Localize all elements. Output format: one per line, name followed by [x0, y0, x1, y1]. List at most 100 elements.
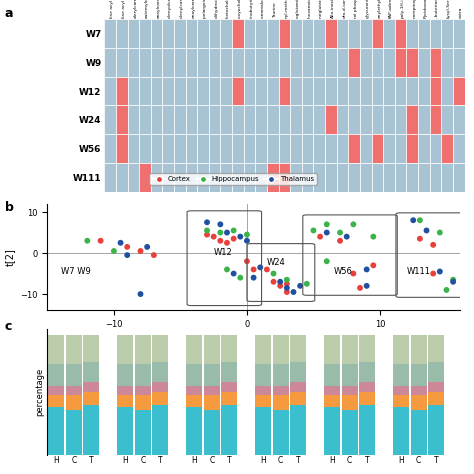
Point	[223, 265, 231, 273]
Bar	[244, 19, 255, 48]
Bar	[66, 364, 82, 386]
Bar	[139, 106, 151, 134]
Bar	[279, 48, 290, 77]
Bar	[267, 77, 279, 106]
Point	[243, 257, 251, 265]
Bar	[324, 386, 340, 395]
Bar	[117, 364, 133, 386]
Bar	[406, 106, 418, 134]
Text: anoylcarnitine: anoylcarnitine	[156, 0, 161, 18]
Bar	[209, 48, 220, 77]
Point	[283, 276, 291, 283]
Bar	[441, 134, 453, 163]
Point	[223, 239, 231, 246]
Bar	[342, 386, 358, 395]
Bar	[418, 48, 429, 77]
Bar	[453, 19, 465, 48]
Bar	[324, 395, 340, 407]
Bar	[337, 48, 348, 77]
Bar	[48, 386, 64, 395]
Point	[250, 265, 257, 273]
Bar	[186, 19, 197, 48]
Text: dro-d-sorbitol: dro-d-sorbitol	[343, 0, 346, 18]
Bar	[441, 77, 453, 106]
Bar	[383, 134, 395, 163]
Point	[217, 237, 224, 245]
Bar	[325, 163, 337, 192]
Point	[349, 220, 357, 228]
Bar	[290, 106, 302, 134]
Bar	[348, 48, 360, 77]
Point	[429, 270, 437, 277]
Text: glycuronide: glycuronide	[366, 0, 370, 18]
Point	[256, 264, 264, 271]
Bar	[255, 407, 271, 455]
Bar	[290, 382, 306, 392]
Bar	[152, 336, 168, 362]
Bar	[232, 48, 244, 77]
Bar	[232, 134, 244, 163]
Bar	[383, 77, 395, 106]
Text: dienylcarnitine: dienylcarnitine	[180, 0, 184, 18]
Bar	[393, 386, 409, 395]
Bar	[255, 106, 267, 134]
Bar	[174, 163, 186, 192]
Bar	[372, 134, 383, 163]
Bar	[220, 163, 232, 192]
Bar	[337, 163, 348, 192]
Bar	[197, 163, 209, 192]
Bar	[83, 362, 100, 382]
Bar	[360, 134, 372, 163]
Point	[243, 231, 251, 238]
Bar	[174, 77, 186, 106]
Text: rol phosphate: rol phosphate	[354, 0, 358, 18]
Point	[270, 270, 277, 277]
Bar	[342, 395, 358, 410]
Bar	[383, 106, 395, 134]
Bar	[410, 364, 427, 386]
Text: oxyocholic acid: oxyocholic acid	[238, 0, 242, 18]
Bar	[48, 395, 64, 407]
Bar	[116, 134, 128, 163]
Bar	[429, 48, 441, 77]
Bar	[139, 163, 151, 192]
Bar	[372, 163, 383, 192]
Bar	[221, 405, 237, 455]
Y-axis label: percentage: percentage	[36, 368, 45, 416]
Text: extra: extra	[459, 6, 463, 18]
Bar	[48, 336, 64, 364]
Point	[230, 227, 237, 234]
Point	[203, 227, 211, 234]
Point	[123, 243, 131, 251]
Bar	[255, 386, 271, 395]
Bar	[279, 163, 290, 192]
Bar	[393, 395, 409, 407]
Bar	[441, 163, 453, 192]
Bar	[406, 163, 418, 192]
Bar	[395, 163, 406, 192]
Bar	[255, 134, 267, 163]
Bar	[220, 48, 232, 77]
Bar	[273, 336, 289, 364]
Bar	[163, 19, 174, 48]
Bar	[163, 134, 174, 163]
Bar	[232, 19, 244, 48]
Bar	[372, 19, 383, 48]
Bar	[348, 106, 360, 134]
Bar	[117, 407, 133, 455]
Bar	[302, 163, 313, 192]
Bar	[324, 336, 340, 364]
Bar	[302, 77, 313, 106]
Bar	[174, 19, 186, 48]
Text: poly-1H-indole: poly-1H-indole	[401, 0, 405, 18]
Bar	[244, 77, 255, 106]
Bar	[135, 364, 151, 386]
Bar	[186, 163, 197, 192]
Bar	[104, 163, 116, 192]
Point	[363, 265, 371, 273]
Bar	[128, 163, 139, 192]
Point	[276, 282, 284, 290]
Point	[263, 265, 271, 273]
Point	[443, 286, 450, 294]
Bar	[204, 386, 220, 395]
